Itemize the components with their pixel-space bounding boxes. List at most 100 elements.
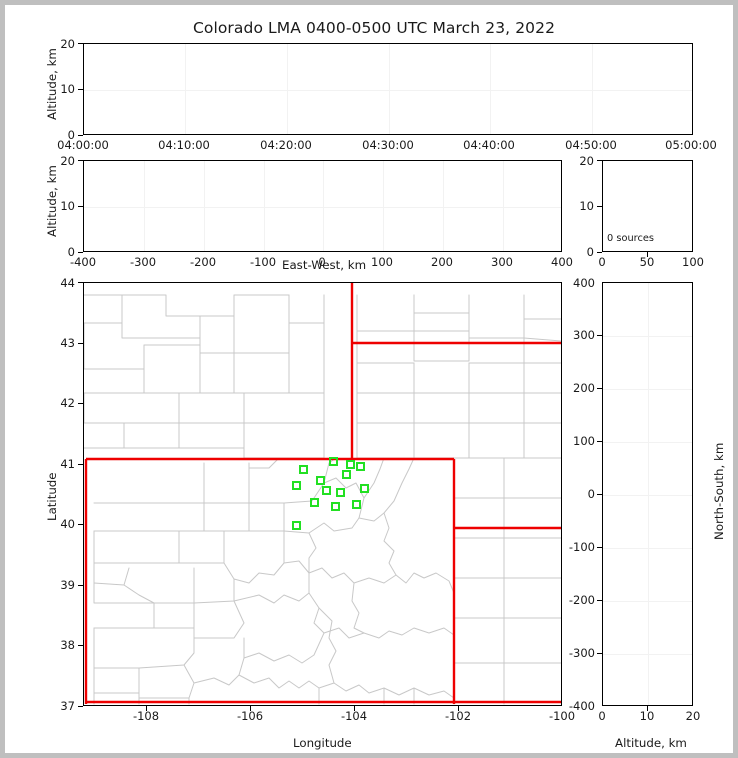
- tick-label-x: -102: [444, 709, 472, 723]
- tick-label-y: -200: [568, 593, 595, 607]
- gridline: [592, 44, 593, 134]
- gridline: [490, 44, 491, 134]
- axis-label-east-west: East-West, km: [282, 258, 367, 272]
- axis-label-altitude-bottom: Altitude, km: [615, 736, 687, 750]
- lma-source-marker: [316, 476, 325, 485]
- tick-label-x: 04:40:00: [463, 138, 515, 152]
- tick-label-y: 39: [60, 578, 75, 592]
- tick-mark: [78, 706, 83, 708]
- tick-label-x: 50: [639, 255, 655, 269]
- tick-mark: [78, 343, 83, 345]
- tick-label-y: 0: [67, 128, 75, 142]
- lma-source-marker: [352, 500, 361, 509]
- gridline: [603, 548, 692, 549]
- source-count-label: 0 sources: [607, 233, 654, 244]
- tick-label-y: 20: [60, 154, 75, 168]
- east-west-height-panel[interactable]: [83, 160, 562, 252]
- lma-source-marker: [346, 460, 355, 469]
- tick-label-x: 0: [598, 709, 606, 723]
- tick-mark: [78, 585, 83, 587]
- tick-label-y: 38: [60, 638, 75, 652]
- tick-label-y: 300: [573, 328, 595, 342]
- tick-label-x: 05:00:00: [665, 138, 717, 152]
- tick-mark: [597, 206, 602, 208]
- axis-label-altitude: Altitude, km: [45, 165, 59, 237]
- tick-label-y: 37: [60, 699, 75, 713]
- tick-mark: [458, 706, 460, 711]
- tick-label-y: 10: [60, 199, 75, 213]
- tick-label-x: -200: [189, 255, 217, 269]
- tick-mark: [78, 160, 83, 162]
- gridline: [603, 442, 692, 443]
- tick-label-y: 20: [579, 154, 594, 168]
- lma-source-marker: [322, 486, 331, 495]
- tick-mark: [78, 43, 83, 45]
- tick-mark: [597, 547, 602, 549]
- tick-label-y: 400: [573, 276, 595, 290]
- tick-label-y: -300: [568, 646, 595, 660]
- altitude-histogram-panel[interactable]: 0 sources: [602, 160, 693, 252]
- tick-mark: [647, 252, 649, 257]
- tick-mark: [597, 653, 602, 655]
- tick-label-x: 100: [682, 255, 704, 269]
- tick-mark: [597, 600, 602, 602]
- tick-label-y: 43: [60, 336, 75, 350]
- tick-mark: [597, 388, 602, 390]
- gridline: [648, 283, 649, 705]
- tick-mark: [78, 524, 83, 526]
- map-geography: [84, 283, 561, 705]
- lma-source-marker: [336, 488, 345, 497]
- tick-label-y: 42: [60, 396, 75, 410]
- tick-label-y: 0: [67, 245, 75, 259]
- tick-mark: [250, 706, 252, 711]
- gridline: [443, 161, 444, 251]
- tick-mark: [597, 252, 602, 254]
- tick-label-y: 41: [60, 457, 75, 471]
- tick-mark: [78, 89, 83, 91]
- axis-label-altitude: Altitude, km: [45, 48, 59, 120]
- tick-label-x: 200: [431, 255, 453, 269]
- tick-label-y: -400: [568, 699, 595, 713]
- gridline: [204, 161, 205, 251]
- tick-mark: [647, 706, 649, 711]
- tick-label-x: -106: [236, 709, 264, 723]
- gridline: [264, 161, 265, 251]
- lma-source-marker: [329, 457, 338, 466]
- axis-label-longitude: Longitude: [293, 736, 352, 750]
- lma-source-marker: [356, 462, 365, 471]
- tick-label-x: 04:50:00: [565, 138, 617, 152]
- map-panel[interactable]: [83, 282, 562, 706]
- tick-label-x: 04:00:00: [57, 138, 109, 152]
- tick-label-x: 0: [318, 255, 326, 269]
- lma-source-marker: [299, 465, 308, 474]
- tick-mark: [597, 160, 602, 162]
- lma-source-marker: [292, 481, 301, 490]
- tick-label-y: 40: [60, 517, 75, 531]
- tick-label-x: 300: [491, 255, 513, 269]
- gridline: [603, 336, 692, 337]
- gridline: [389, 44, 390, 134]
- tick-label-x: -400: [69, 255, 97, 269]
- north-south-panel[interactable]: [602, 282, 693, 706]
- tick-label-y: 44: [60, 276, 75, 290]
- tick-label-y: 0: [587, 487, 595, 501]
- gridline: [603, 601, 692, 602]
- lma-source-marker: [342, 470, 351, 479]
- time-height-panel[interactable]: [83, 43, 693, 135]
- figure-title: Colorado LMA 0400-0500 UTC March 23, 202…: [192, 19, 556, 37]
- tick-mark: [354, 706, 356, 711]
- gridline: [84, 90, 692, 91]
- tick-label-x: 04:30:00: [362, 138, 414, 152]
- axis-label-north-south: North-South, km: [712, 442, 726, 540]
- lma-source-marker: [292, 521, 301, 530]
- tick-label-x: -104: [340, 709, 368, 723]
- lma-source-marker: [310, 498, 319, 507]
- tick-mark: [78, 282, 83, 284]
- lma-source-marker: [331, 502, 340, 511]
- tick-mark: [78, 135, 83, 137]
- tick-mark: [78, 645, 83, 647]
- tick-label-x: 10: [639, 709, 655, 723]
- tick-mark: [78, 403, 83, 405]
- tick-mark: [597, 441, 602, 443]
